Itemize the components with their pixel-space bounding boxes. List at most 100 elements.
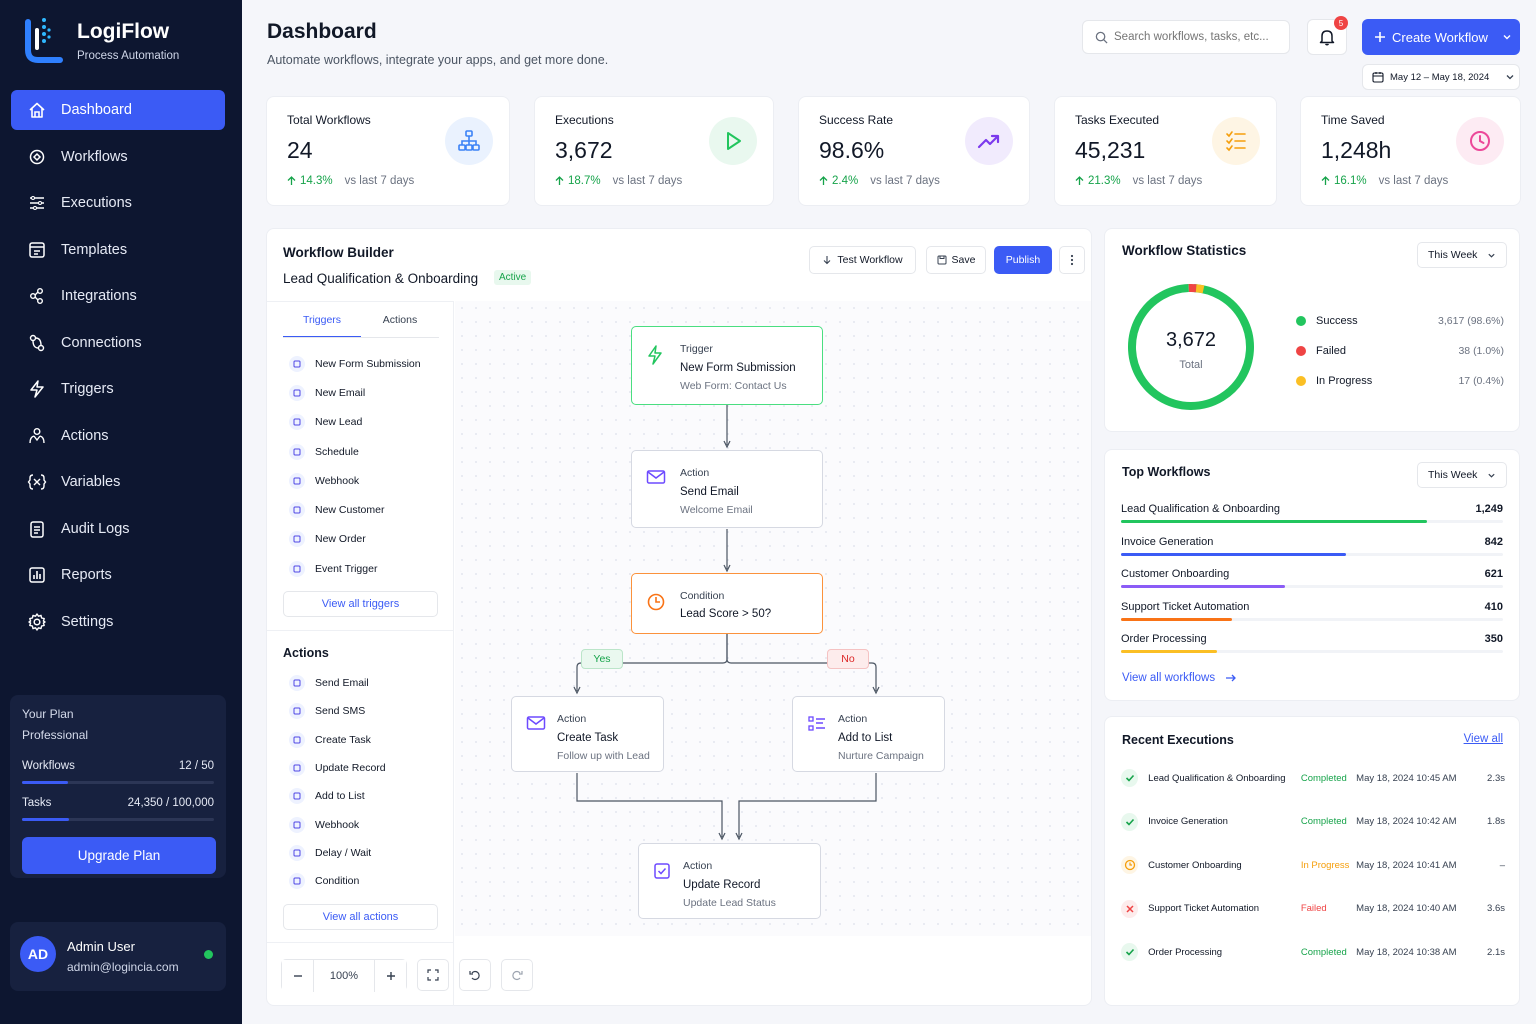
trend-up-icon: [965, 117, 1013, 165]
save-button[interactable]: Save: [926, 246, 986, 274]
redo-button[interactable]: [501, 959, 533, 991]
sidebar-item-audit-logs[interactable]: Audit Logs: [11, 509, 225, 549]
sidebar-item-workflows[interactable]: Workflows: [11, 137, 225, 177]
stat-change-value: 18.7%: [568, 175, 601, 187]
notifications-button[interactable]: 5: [1307, 16, 1348, 55]
sidebar-item-variables[interactable]: Variables: [11, 462, 225, 502]
zoom-in-button[interactable]: [374, 960, 406, 992]
execution-duration: –: [1499, 859, 1505, 871]
action-item-delay-wait[interactable]: Delay / Wait: [289, 839, 449, 867]
brand-name: LogiFlow: [77, 20, 170, 43]
tab-triggers[interactable]: Triggers: [283, 314, 361, 338]
update-record-node[interactable]: Action Update Record Update Lead Status: [638, 843, 821, 919]
search-box[interactable]: [1082, 20, 1290, 54]
workflow-name: Lead Qualification & Onboarding: [283, 271, 479, 286]
palette-item-label: New Form Submission: [315, 357, 421, 370]
palette-item-label: Add to List: [315, 790, 365, 803]
search-input[interactable]: [1114, 31, 1284, 43]
condition-node[interactable]: Condition Lead Score > 50?: [631, 573, 823, 634]
publish-button[interactable]: Publish: [994, 246, 1052, 274]
sidebar-item-reports[interactable]: Reports: [11, 555, 225, 595]
trigger-item-schedule[interactable]: Schedule: [289, 437, 449, 466]
action-item-update-record[interactable]: Update Record: [289, 754, 449, 782]
view-all-executions-link[interactable]: View all: [1463, 733, 1503, 745]
top-workflow-row[interactable]: Invoice Generation 842: [1121, 536, 1503, 556]
trigger-item-new-email[interactable]: New Email: [289, 378, 449, 407]
legend-color-dot: [1296, 346, 1306, 356]
action-item-webhook[interactable]: Webhook: [289, 810, 449, 838]
top-workflow-row[interactable]: Customer Onboarding 621: [1121, 568, 1503, 589]
sidebar-item-connections[interactable]: Connections: [11, 323, 225, 363]
undo-button[interactable]: [459, 959, 491, 991]
top-workflows-period-select[interactable]: This Week: [1417, 462, 1507, 488]
sidebar-item-actions[interactable]: Actions: [11, 416, 225, 456]
template-icon: [27, 240, 47, 260]
trigger-item-new-order[interactable]: New Order: [289, 525, 449, 554]
condition-icon: [647, 593, 665, 611]
execution-time: May 18, 2024 10:38 AM: [1356, 946, 1457, 958]
stat-card-total-workflows[interactable]: Total Workflows 24 14.3% vs last 7 days: [266, 96, 510, 206]
trigger-item-webhook[interactable]: Webhook: [289, 466, 449, 495]
more-options-button[interactable]: [1059, 246, 1085, 274]
action-item-condition[interactable]: Condition: [289, 867, 449, 895]
stat-change: 21.3% vs last 7 days: [1075, 175, 1202, 187]
zoom-out-button[interactable]: [282, 960, 314, 992]
variable-icon: [27, 472, 47, 492]
sidebar-item-dashboard[interactable]: Dashboard: [11, 90, 225, 130]
trigger-item-new-customer[interactable]: New Customer: [289, 495, 449, 524]
stat-card-tasks-executed[interactable]: Tasks Executed 45,231 21.3% vs last 7 days: [1054, 96, 1277, 206]
workflow-statistics-title: Workflow Statistics: [1122, 243, 1247, 258]
trigger-item-event-trigger[interactable]: Event Trigger: [289, 554, 449, 583]
execution-row[interactable]: Customer Onboarding In Progress May 18, 20…: [1121, 850, 1505, 880]
trigger-node[interactable]: Trigger New Form Submission Web Form: Co…: [631, 326, 823, 405]
sidebar-item-executions[interactable]: Executions: [11, 183, 225, 223]
execution-row[interactable]: Support Ticket Automation Failed May 18, 2…: [1121, 894, 1505, 924]
upgrade-plan-button[interactable]: Upgrade Plan: [22, 837, 216, 874]
send-email-node[interactable]: Action Send Email Welcome Email: [631, 450, 823, 528]
add-to-list-node[interactable]: Action Add to List Nurture Campaign: [792, 696, 945, 772]
fit-screen-button[interactable]: [417, 959, 449, 991]
trigger-item-new-lead[interactable]: New Lead: [289, 408, 449, 437]
sidebar-item-label: Actions: [61, 427, 109, 444]
arrow-up-icon: [287, 176, 296, 185]
calendar-icon: [1372, 72, 1384, 83]
action-item-send-email[interactable]: Send Email: [289, 669, 449, 697]
node-type-icon: [289, 502, 305, 519]
connector-lines: [573, 405, 880, 841]
top-workflow-row[interactable]: Order Processing 350: [1121, 633, 1503, 654]
stat-card-success-rate[interactable]: Success Rate 98.6% 2.4% vs last 7 days: [798, 96, 1030, 206]
top-workflow-name: Lead Qualification & Onboarding: [1121, 503, 1280, 515]
logo[interactable]: LogiFlow Process Automation: [22, 16, 222, 70]
top-workflow-row[interactable]: Support Ticket Automation 410: [1121, 601, 1503, 621]
top-workflow-row[interactable]: Lead Qualification & Onboarding 1,249: [1121, 503, 1503, 523]
view-all-actions-button[interactable]: View all actions: [283, 904, 438, 930]
test-workflow-button[interactable]: Test Workflow: [809, 246, 916, 274]
trigger-item-new-form-submission[interactable]: New Form Submission: [289, 349, 449, 378]
action-item-send-sms[interactable]: Send SMS: [289, 697, 449, 725]
gear-icon: [27, 612, 47, 632]
sidebar-item-templates[interactable]: Templates: [11, 230, 225, 270]
workflow-canvas[interactable]: Yes No Trigger New Form Submission Web F…: [455, 301, 1091, 936]
action-item-add-to-list[interactable]: Add to List: [289, 782, 449, 810]
notification-count-badge: 5: [1334, 16, 1348, 30]
execution-row[interactable]: Order Processing Completed May 18, 2024 10…: [1121, 937, 1505, 967]
view-all-workflows-link[interactable]: View all workflows: [1122, 672, 1237, 684]
tab-actions[interactable]: Actions: [382, 314, 418, 326]
statistics-period-select[interactable]: This Week: [1417, 242, 1507, 268]
sidebar-item-integrations[interactable]: Integrations: [11, 276, 225, 316]
create-task-node[interactable]: Action Create Task Follow up with Lead: [511, 696, 664, 772]
action-item-create-task[interactable]: Create Task: [289, 726, 449, 754]
stat-card-time-saved[interactable]: Time Saved 1,248h 16.1% vs last 7 days: [1300, 96, 1521, 206]
sidebar-item-label: Settings: [61, 613, 114, 630]
sidebar-item-triggers[interactable]: Triggers: [11, 369, 225, 409]
execution-row[interactable]: Lead Qualification & Onboarding Completed…: [1121, 763, 1505, 793]
stat-card-executions[interactable]: Executions 3,672 18.7% vs last 7 days: [534, 96, 774, 206]
date-range-picker[interactable]: May 12 – May 18, 2024: [1362, 64, 1520, 90]
execution-row[interactable]: Invoice Generation Completed May 18, 2024 …: [1121, 807, 1505, 837]
legend-color-dot: [1296, 316, 1306, 326]
view-all-triggers-button[interactable]: View all triggers: [283, 591, 438, 617]
redo-icon: [512, 970, 523, 981]
sidebar-item-settings[interactable]: Settings: [11, 602, 225, 642]
user-card[interactable]: AD Admin User admin@logincia.com: [10, 922, 226, 991]
create-workflow-button[interactable]: Create Workflow: [1362, 19, 1520, 55]
